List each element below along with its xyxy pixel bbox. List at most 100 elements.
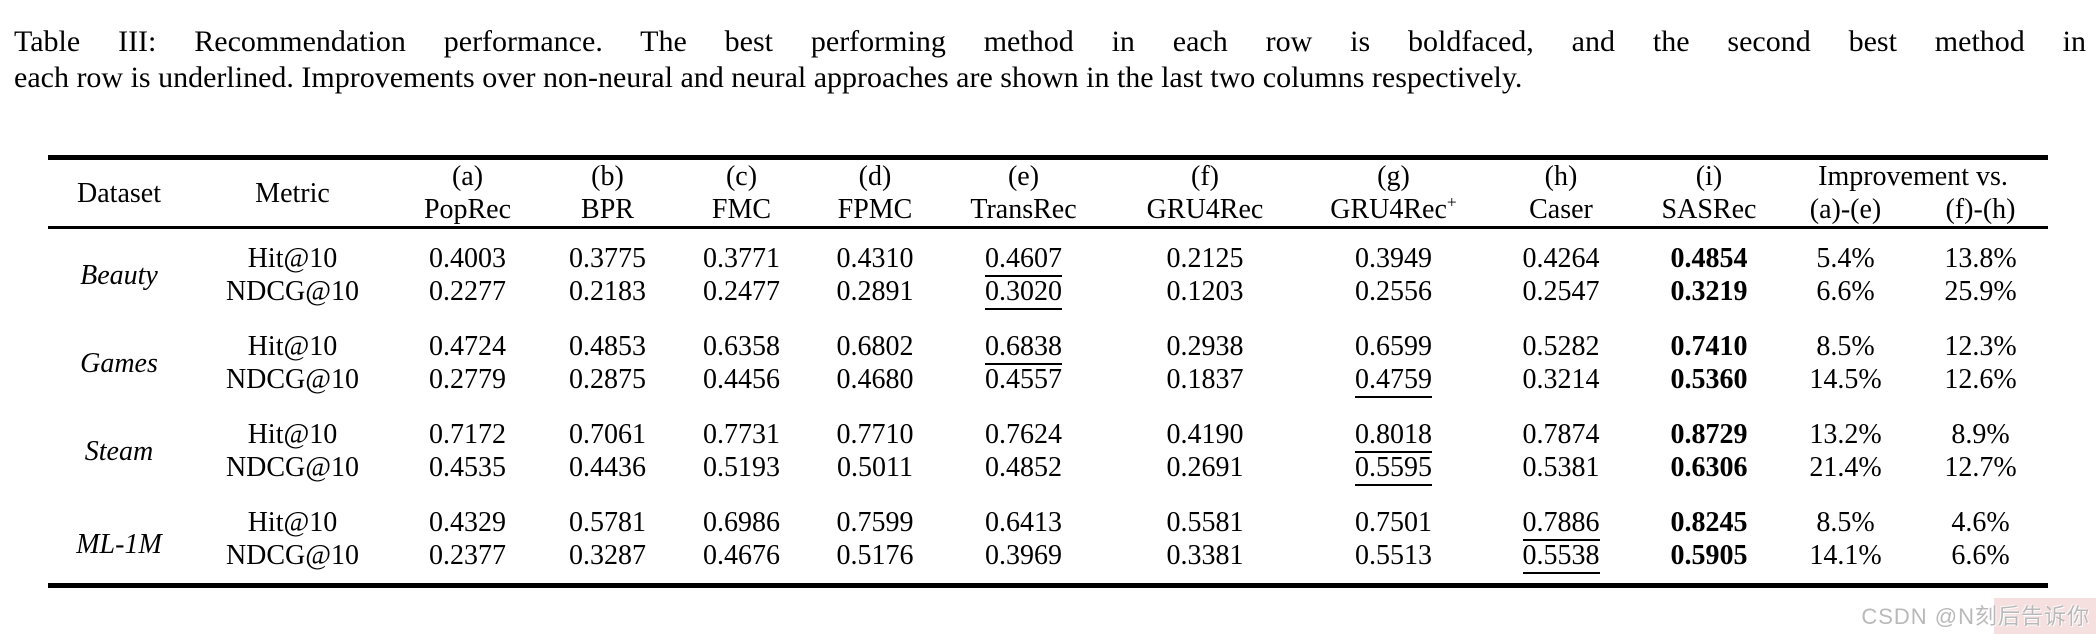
value-cell: 0.2938 (1105, 308, 1305, 363)
method-tag: (h) (1544, 161, 1578, 192)
col-header-fmc: (c) FMC (675, 158, 808, 228)
value: 0.3949 (1355, 243, 1432, 274)
metric-label: NDCG@10 (225, 540, 360, 571)
value-cell: 0.4535 (395, 451, 540, 484)
value: 12.6% (1944, 364, 2017, 395)
value: 0.2377 (429, 540, 506, 571)
value-cell: 0.6838 (942, 308, 1105, 365)
value-cell: 8.9% (1913, 396, 2048, 451)
value: 21.4% (1809, 452, 1882, 483)
value-cell: 0.7710 (808, 396, 942, 451)
value: 0.2691 (1166, 452, 1244, 483)
metric-label: Hit@10 (247, 331, 338, 362)
value: 0.5176 (836, 540, 914, 571)
value-cell: 0.5581 (1105, 484, 1305, 539)
method-name: FPMC (837, 194, 913, 225)
value: 0.4853 (569, 331, 646, 362)
value: 0.4724 (429, 331, 506, 362)
watermark-text: CSDN @N刻后告诉你 (1861, 604, 2090, 629)
value-cell: 0.2277 (395, 275, 540, 308)
value: 12.7% (1944, 452, 2017, 483)
value-cell: 0.4003 (395, 228, 540, 276)
table-row: NDCG@10 0.2377 0.3287 0.4676 0.5176 0.3969 0.3… (48, 539, 2048, 586)
method-name: TransRec (970, 194, 1077, 225)
value-cell: 0.7501 (1305, 484, 1482, 539)
value-cell: 0.7731 (675, 396, 808, 451)
value-cell: 13.8% (1913, 228, 2048, 276)
value-cell: 0.3219 (1640, 275, 1778, 308)
value: 0.7710 (836, 419, 914, 450)
value: 25.9% (1944, 276, 2017, 307)
method-tag: (f) (1191, 161, 1219, 192)
value-cell: 0.7874 (1482, 396, 1640, 451)
value-cell: 0.3775 (540, 228, 675, 276)
metric-label: Hit@10 (247, 419, 338, 450)
header-row-2: (a)-(e) (f)-(h) (48, 193, 2048, 228)
col-header-bpr: (b) BPR (540, 158, 675, 228)
value: 0.4759 (1355, 364, 1432, 398)
value-cell: 0.6413 (942, 484, 1105, 539)
table-header: Dataset Metric (a) PopRec (b) BPR (c) FMC (d) FPM… (48, 158, 2048, 228)
value: 0.2938 (1166, 331, 1244, 362)
value: 13.8% (1944, 243, 2017, 274)
value: 0.3775 (569, 243, 646, 274)
table-row: Steam Hit@10 0.7172 0.7061 0.7731 0.7710 0.762… (48, 396, 2048, 467)
value: 0.2779 (429, 364, 506, 395)
results-table: Dataset Metric (a) PopRec (b) BPR (c) FMC (d) FPM… (48, 155, 2048, 588)
value-cell: 0.2779 (395, 363, 540, 396)
value: 14.1% (1809, 540, 1882, 571)
value: 0.4003 (429, 243, 506, 274)
value-cell: 0.4607 (942, 228, 1105, 277)
value: 0.4852 (985, 452, 1062, 483)
value-cell: 0.5282 (1482, 308, 1640, 363)
method-name: GRU4Rec+ (1330, 192, 1457, 225)
metric-label: Hit@10 (247, 243, 338, 274)
value: 6.6% (1816, 276, 1875, 307)
value-cell: 0.3771 (675, 228, 808, 276)
value-cell: 0.6986 (675, 484, 808, 539)
value: 0.1203 (1166, 276, 1244, 307)
value: 0.4436 (569, 452, 646, 483)
col-header-sasrec: (i) SASRec (1640, 158, 1778, 228)
value-cell: 0.8018 (1305, 396, 1482, 453)
value-cell: 0.4854 (1640, 228, 1778, 276)
value: 0.2277 (429, 276, 506, 307)
col-header-metric: Metric (255, 177, 330, 209)
value-cell: 0.5176 (808, 539, 942, 586)
metric-label: Hit@10 (247, 507, 338, 538)
value-cell: 0.7061 (540, 396, 675, 451)
value: 0.7886 (1522, 507, 1600, 541)
value-cell: 0.5538 (1482, 539, 1640, 586)
value-cell: 0.2377 (395, 539, 540, 586)
value: 0.8245 (1670, 507, 1748, 538)
value: 0.3287 (569, 540, 646, 571)
metric-label: NDCG@10 (225, 364, 360, 395)
value: 0.2183 (569, 276, 646, 307)
col-header-improvement: Improvement vs. (1818, 161, 2008, 192)
method-tag: (a) (451, 161, 484, 192)
value-cell: 0.7624 (942, 396, 1105, 451)
value-cell: 12.6% (1913, 363, 2048, 396)
value-cell: 0.6358 (675, 308, 808, 363)
col-header-gru4rec: (f) GRU4Rec (1105, 158, 1305, 228)
method-tag: (b) (591, 161, 624, 192)
value: 0.7501 (1355, 507, 1432, 538)
value-cell: 0.6306 (1640, 451, 1778, 484)
value-cell: 0.2547 (1482, 275, 1640, 308)
value-cell: 0.4680 (808, 363, 942, 396)
value: 0.7599 (836, 507, 914, 538)
value: 0.3219 (1670, 276, 1748, 307)
table-body: Beauty Hit@10 0.4003 0.3775 0.3771 0.4310 0.46… (48, 228, 2048, 586)
value: 12.3% (1944, 331, 2017, 362)
value-cell: 0.4436 (540, 451, 675, 484)
value: 4.6% (1951, 507, 2010, 538)
value: 0.4607 (985, 243, 1062, 277)
value: 0.5193 (703, 452, 780, 483)
col-header-gru4rec: (g) GRU4Rec+ (1305, 158, 1482, 228)
value: 8.5% (1816, 507, 1875, 538)
value-cell: 0.2875 (540, 363, 675, 396)
dataset-label: Beauty (80, 259, 158, 291)
table-row: ML-1M Hit@10 0.4329 0.5781 0.6986 0.7599 0.641… (48, 484, 2048, 560)
method-name: GRU4Rec (1146, 194, 1264, 225)
value: 0.4535 (429, 452, 506, 483)
